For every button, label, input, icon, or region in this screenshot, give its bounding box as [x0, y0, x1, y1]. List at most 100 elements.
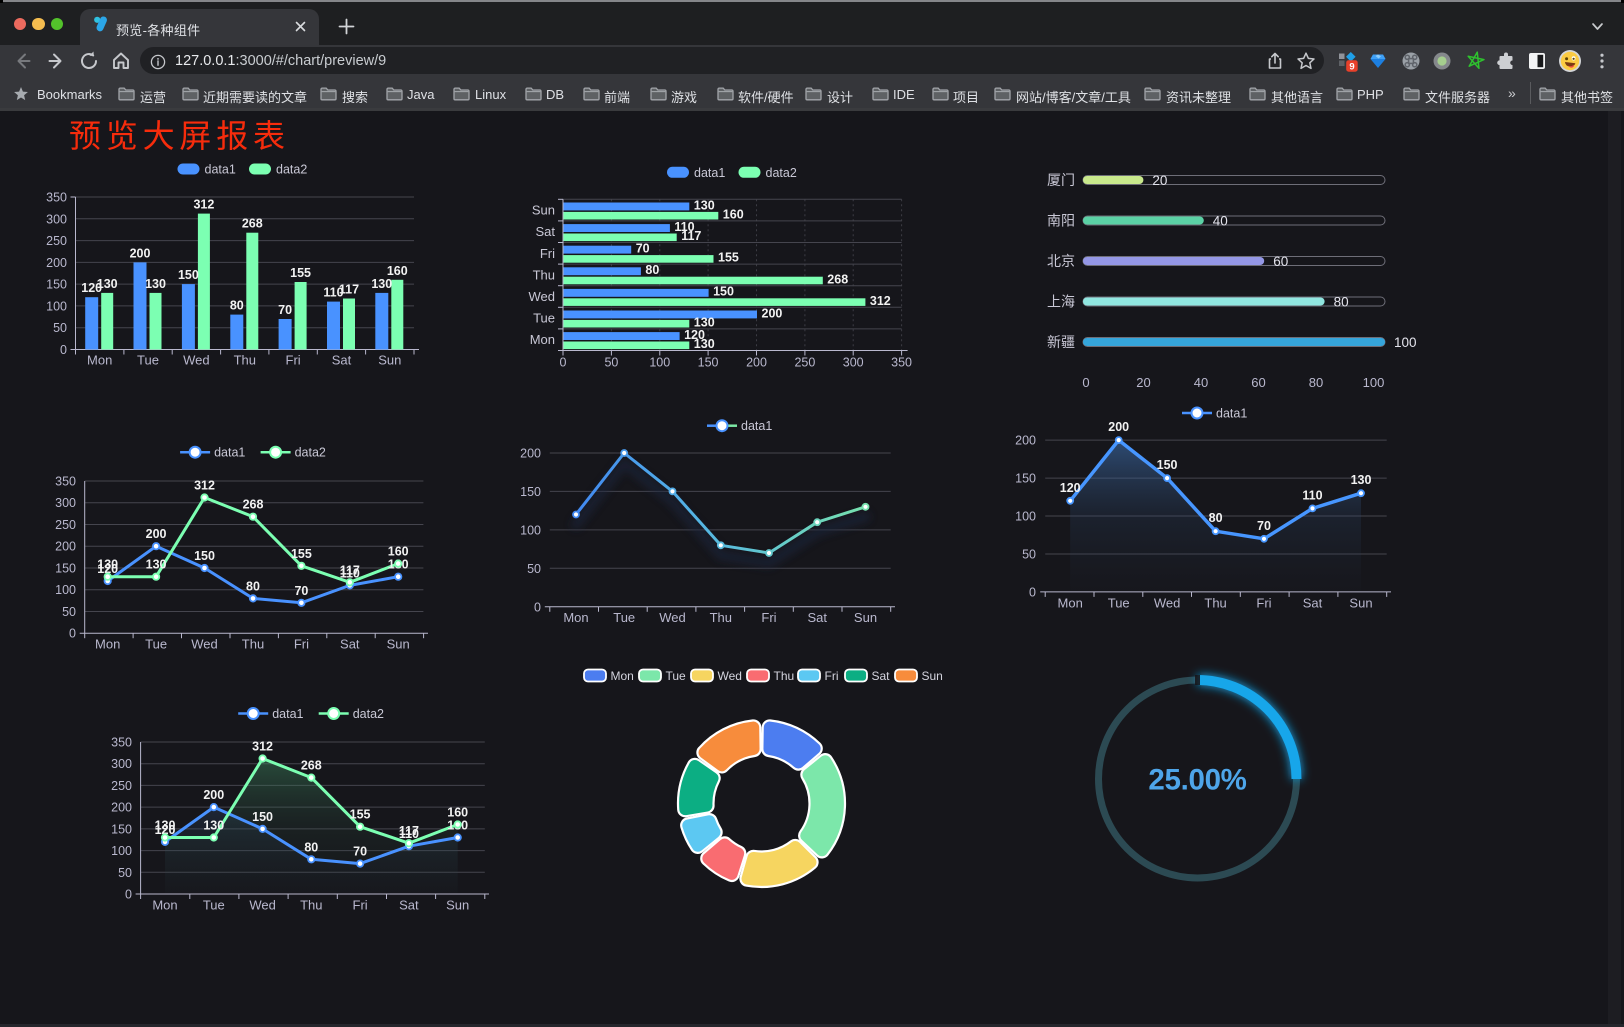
svg-text:150: 150 [55, 562, 76, 576]
svg-text:250: 250 [46, 234, 67, 248]
svg-text:120: 120 [1060, 481, 1081, 495]
svg-text:新疆: 新疆 [1047, 334, 1075, 350]
svg-text:130: 130 [371, 277, 392, 291]
svg-text:Fri: Fri [353, 898, 368, 913]
svg-text:Thu: Thu [710, 610, 732, 625]
svg-text:Sat: Sat [399, 898, 419, 913]
svg-text:Sun: Sun [1349, 596, 1372, 611]
svg-text:Mon: Mon [530, 332, 555, 347]
svg-text:Tue: Tue [137, 353, 159, 368]
svg-text:0: 0 [125, 888, 132, 902]
svg-text:50: 50 [604, 356, 618, 370]
svg-text:data1: data1 [205, 163, 236, 177]
svg-text:130: 130 [97, 277, 118, 291]
svg-text:150: 150 [252, 810, 273, 824]
svg-text:Fri: Fri [286, 353, 301, 368]
svg-text:50: 50 [527, 562, 541, 576]
svg-text:350: 350 [111, 736, 132, 750]
svg-text:data1: data1 [1216, 407, 1247, 421]
svg-text:130: 130 [1351, 473, 1372, 487]
svg-text:Fri: Fri [761, 610, 776, 625]
svg-text:130: 130 [694, 198, 715, 212]
svg-text:155: 155 [350, 808, 371, 822]
svg-text:312: 312 [252, 740, 273, 754]
svg-text:50: 50 [1022, 548, 1036, 562]
svg-text:60: 60 [1273, 254, 1288, 269]
svg-text:data1: data1 [272, 707, 303, 721]
svg-text:80: 80 [1309, 375, 1323, 390]
svg-text:Wed: Wed [191, 637, 218, 652]
svg-text:268: 268 [242, 217, 263, 231]
svg-text:200: 200 [111, 801, 132, 815]
svg-text:70: 70 [294, 584, 308, 598]
svg-text:Wed: Wed [659, 610, 686, 625]
svg-text:100: 100 [1394, 335, 1417, 350]
svg-text:data2: data2 [276, 163, 307, 177]
svg-text:250: 250 [55, 518, 76, 532]
svg-text:0: 0 [1029, 585, 1036, 599]
svg-text:Wed: Wed [718, 669, 742, 683]
svg-text:Wed: Wed [529, 289, 556, 304]
svg-text:130: 130 [694, 337, 715, 351]
svg-text:Thu: Thu [234, 353, 256, 368]
svg-text:350: 350 [46, 191, 67, 205]
svg-text:Tue: Tue [1108, 596, 1130, 611]
svg-text:100: 100 [1015, 510, 1036, 524]
svg-text:20: 20 [1136, 375, 1150, 390]
svg-text:160: 160 [723, 208, 744, 222]
svg-text:312: 312 [194, 479, 215, 493]
svg-text:Mon: Mon [1058, 596, 1083, 611]
svg-text:200: 200 [1108, 420, 1129, 434]
svg-text:155: 155 [290, 266, 311, 280]
svg-text:Sun: Sun [922, 669, 943, 683]
svg-text:data1: data1 [741, 419, 772, 433]
svg-text:70: 70 [1257, 519, 1271, 533]
svg-text:data2: data2 [295, 446, 326, 460]
svg-text:150: 150 [178, 268, 199, 282]
svg-text:data2: data2 [353, 707, 384, 721]
svg-text:200: 200 [130, 246, 151, 260]
svg-text:150: 150 [46, 278, 67, 292]
svg-text:50: 50 [62, 605, 76, 619]
svg-text:20: 20 [1152, 173, 1167, 188]
svg-text:Tue: Tue [666, 669, 687, 683]
svg-text:300: 300 [55, 496, 76, 510]
svg-text:Mon: Mon [152, 898, 177, 913]
svg-text:Sun: Sun [378, 353, 401, 368]
svg-text:200: 200 [746, 356, 767, 370]
svg-text:130: 130 [203, 819, 224, 833]
svg-text:Tue: Tue [145, 637, 167, 652]
svg-text:Thu: Thu [774, 669, 795, 683]
svg-text:100: 100 [1363, 375, 1385, 390]
svg-text:0: 0 [60, 343, 67, 357]
svg-text:200: 200 [762, 306, 783, 320]
svg-text:268: 268 [301, 759, 322, 773]
svg-text:300: 300 [46, 212, 67, 226]
svg-text:0: 0 [69, 627, 76, 641]
svg-text:155: 155 [291, 547, 312, 561]
svg-text:110: 110 [323, 286, 343, 300]
svg-text:data1: data1 [694, 166, 725, 180]
svg-text:70: 70 [353, 845, 367, 859]
svg-text:Wed: Wed [249, 898, 276, 913]
svg-text:110: 110 [340, 566, 360, 580]
svg-text:80: 80 [230, 299, 244, 313]
svg-text:data2: data2 [766, 166, 797, 180]
svg-text:150: 150 [1015, 472, 1036, 486]
svg-text:120: 120 [155, 823, 176, 837]
svg-text:Fri: Fri [825, 669, 839, 683]
svg-text:Mon: Mon [563, 610, 588, 625]
svg-text:130: 130 [145, 277, 166, 291]
svg-text:160: 160 [387, 264, 408, 278]
svg-text:130: 130 [146, 558, 167, 572]
svg-text:Fri: Fri [540, 246, 555, 261]
svg-text:350: 350 [891, 356, 912, 370]
svg-text:Sun: Sun [446, 898, 469, 913]
svg-text:北京: 北京 [1047, 253, 1075, 269]
svg-text:40: 40 [1194, 375, 1208, 390]
svg-text:150: 150 [698, 356, 719, 370]
svg-text:150: 150 [1157, 458, 1178, 472]
svg-text:120: 120 [97, 562, 118, 576]
svg-text:Fri: Fri [294, 637, 309, 652]
svg-text:60: 60 [1251, 375, 1265, 390]
